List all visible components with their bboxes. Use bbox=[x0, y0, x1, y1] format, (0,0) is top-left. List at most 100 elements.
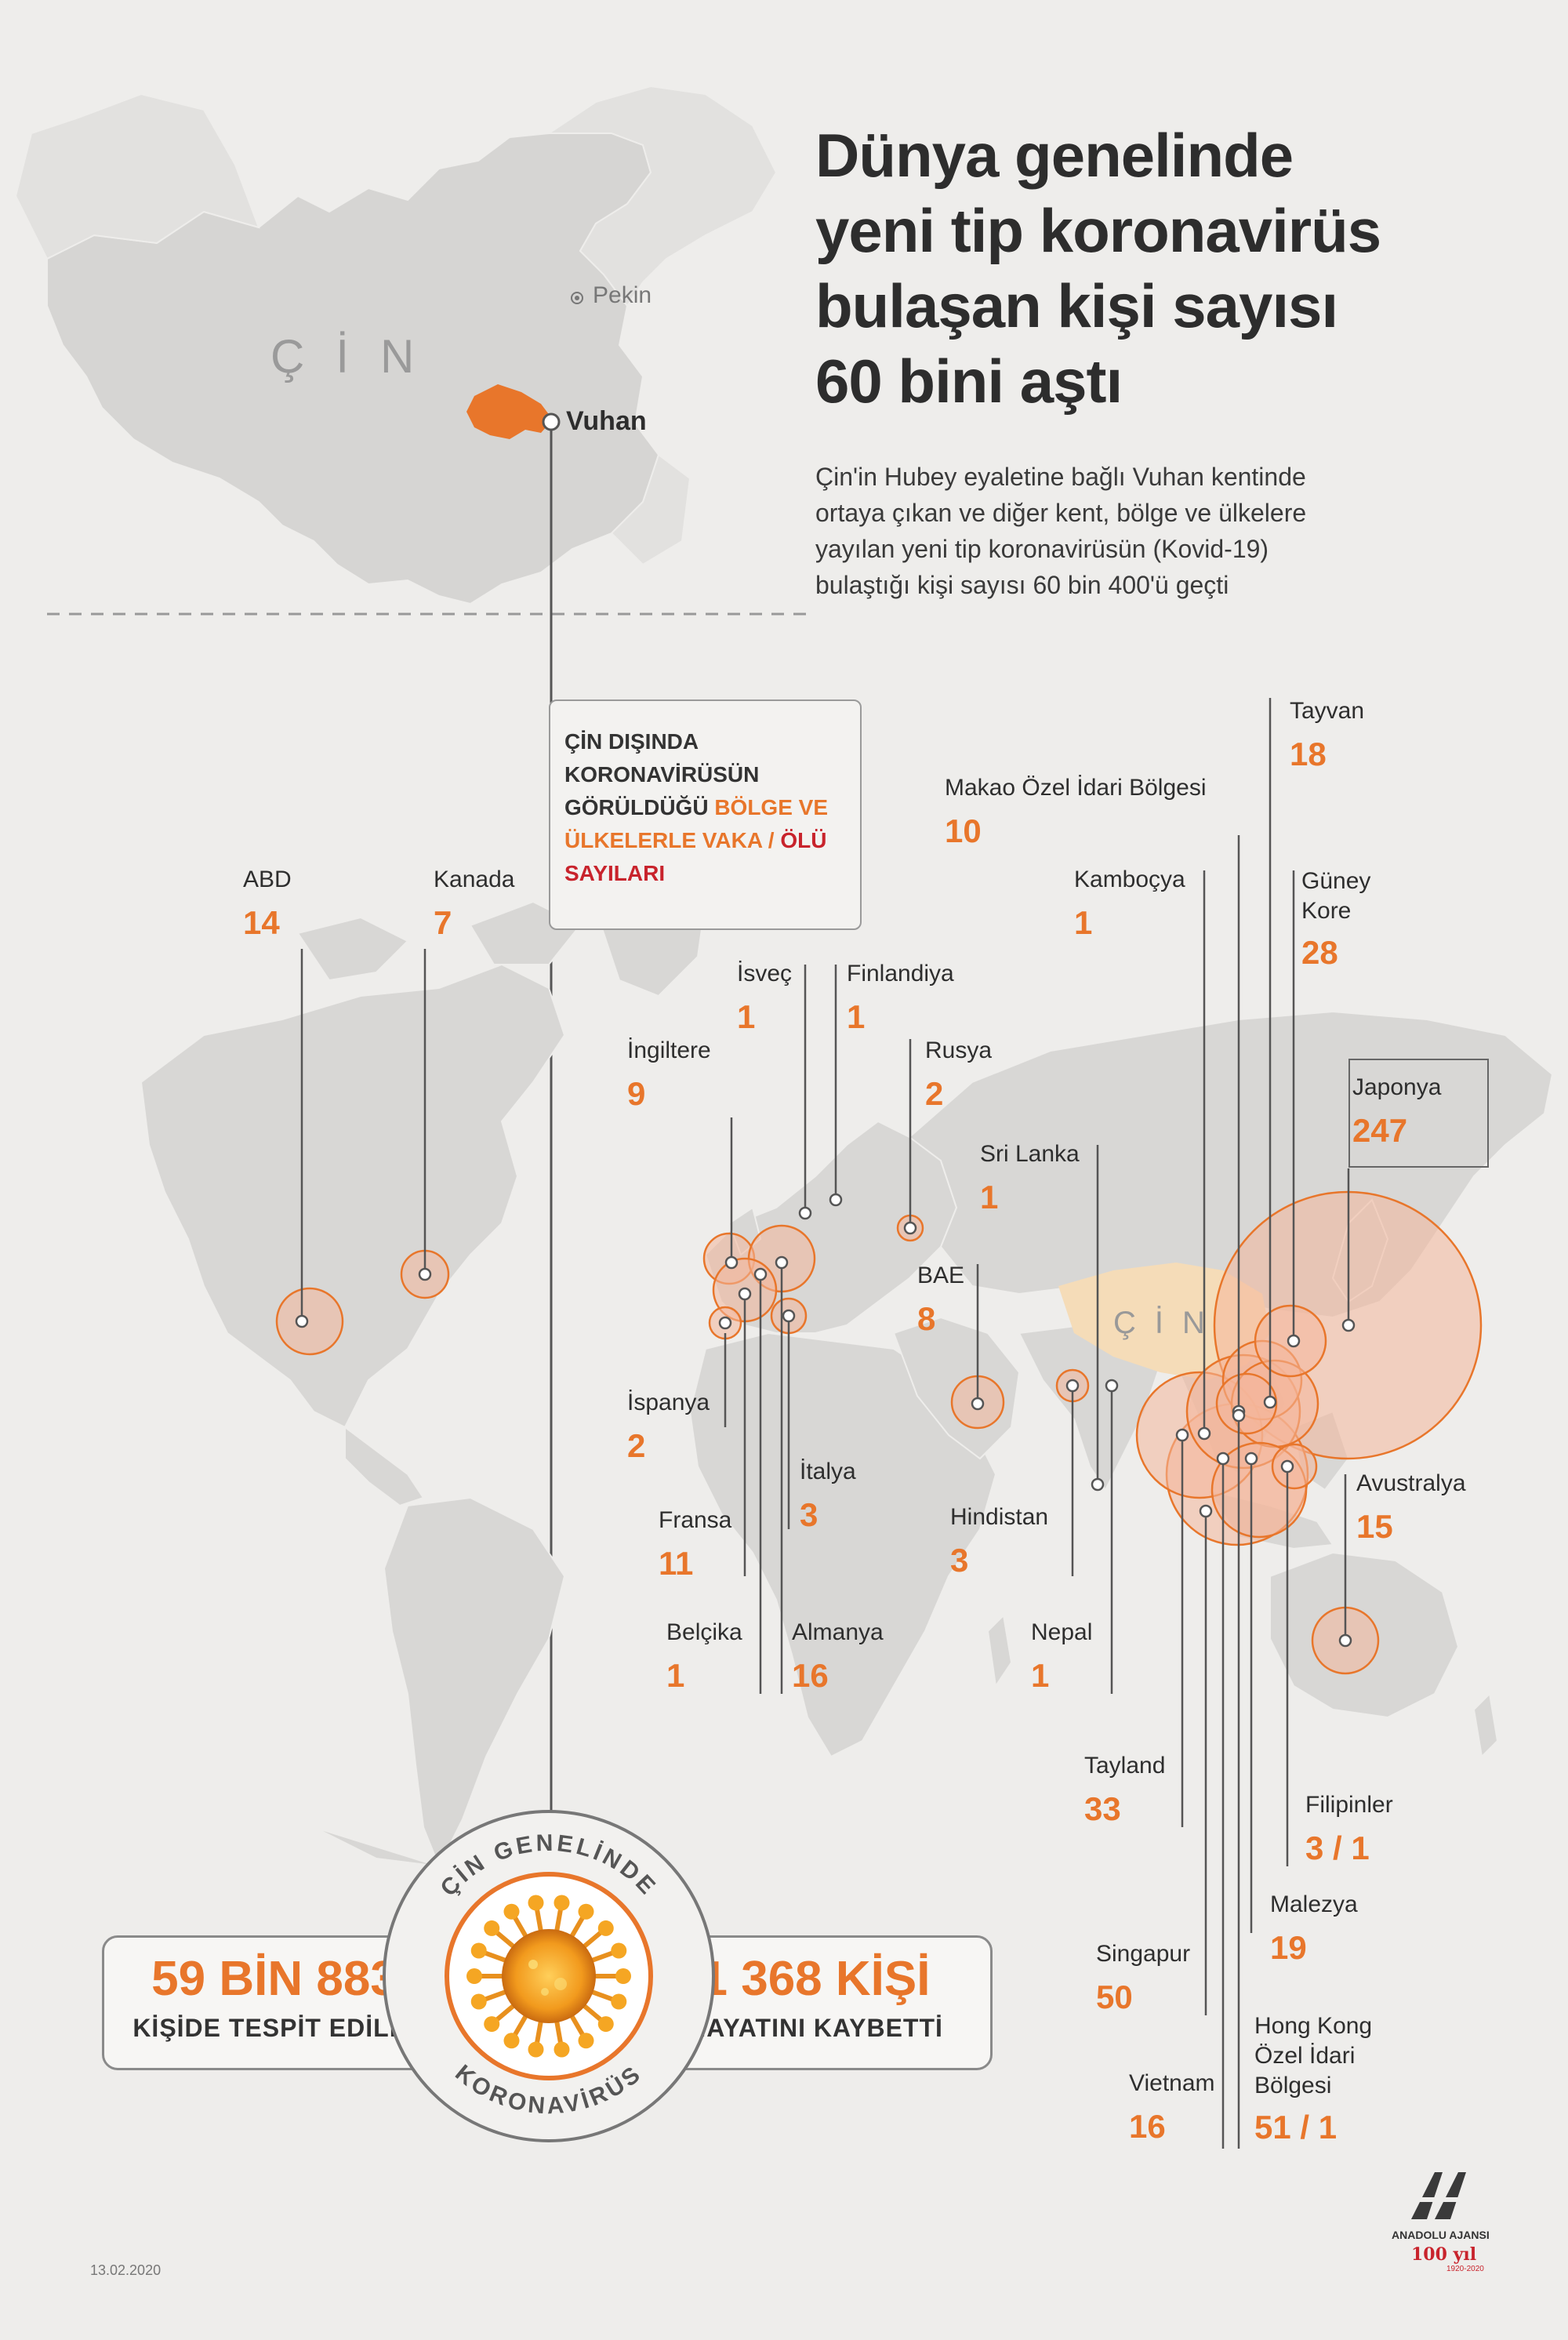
location-dot-malezya bbox=[1244, 1452, 1258, 1466]
country-name-avustralya: Avustralya bbox=[1356, 1470, 1466, 1496]
country-value-vietnam: 16 bbox=[1129, 2108, 1166, 2145]
country-value-hindistan: 3 bbox=[950, 1542, 969, 1579]
info-line: ÇİN DIŞINDA bbox=[564, 729, 699, 754]
country-name-almanya: Almanya bbox=[792, 1619, 884, 1645]
info-line: ÜLKELERLE VAKA / ÖLÜ bbox=[564, 824, 855, 857]
capital-label: Pekin bbox=[593, 282, 652, 308]
agency-name: ANADOLU AJANSI bbox=[1392, 2229, 1490, 2241]
anniversary-years: 1920-2020 bbox=[1446, 2265, 1484, 2273]
location-dot-hong-kong-özel-i-dari-bölgesi bbox=[1232, 1408, 1246, 1423]
location-dot-tayvan bbox=[1263, 1395, 1277, 1409]
location-dot-japonya bbox=[1341, 1318, 1356, 1332]
country-name-hindistan: Hindistan bbox=[950, 1504, 1049, 1530]
country-value-hong-kong-özel-i-dari-bölgesi: 51 / 1 bbox=[1254, 2109, 1338, 2146]
country-name-nepal: Nepal bbox=[1031, 1619, 1093, 1645]
location-dot-singapur bbox=[1199, 1504, 1213, 1518]
country-name-tayvan: Tayvan bbox=[1290, 698, 1365, 724]
china-world-label: ÇİN bbox=[1113, 1306, 1224, 1340]
virus-badge: ÇİN GENELİNDE KORONAVİRÜS bbox=[383, 1810, 715, 2142]
location-dot-fransa bbox=[738, 1287, 752, 1301]
location-dot-abd bbox=[295, 1314, 309, 1328]
country-name-bae: BAE bbox=[917, 1263, 965, 1288]
location-dot-vietnam bbox=[1216, 1452, 1230, 1466]
country-value-kanada: 7 bbox=[434, 904, 452, 941]
title-line: 60 bini aştı bbox=[815, 347, 1123, 416]
country-value-sri-lanka: 1 bbox=[980, 1179, 999, 1215]
country-name-fransa: Fransa bbox=[659, 1507, 732, 1533]
country-name-malezya: Malezya bbox=[1270, 1891, 1358, 1917]
location-dot-filipinler bbox=[1280, 1459, 1294, 1473]
country-value-i-ngiltere: 9 bbox=[627, 1075, 646, 1112]
country-name-belçika: Belçika bbox=[666, 1619, 742, 1645]
country-value-japonya: 247 bbox=[1352, 1112, 1408, 1149]
country-name-i-ngiltere: İngiltere bbox=[627, 1037, 711, 1063]
china-map-label: ÇİN bbox=[270, 330, 446, 383]
country-name-sri-lanka: Sri Lanka bbox=[980, 1141, 1080, 1167]
location-dot-kanada bbox=[418, 1267, 432, 1281]
country-value-avustralya: 15 bbox=[1356, 1508, 1393, 1545]
location-dot-tayland bbox=[1175, 1428, 1189, 1442]
country-value-almanya: 16 bbox=[792, 1657, 829, 1694]
country-value-makao-özel-i-dari-bölgesi: 10 bbox=[945, 812, 982, 849]
country-name-finlandiya: Finlandiya bbox=[847, 961, 954, 987]
info-text-plain: GÖRÜLDÜĞÜ bbox=[564, 795, 715, 819]
subtitle-line: ortaya çıkan ve diğer kent, bölge ve ülk… bbox=[815, 499, 1307, 527]
country-name-abd: ABD bbox=[243, 867, 292, 892]
country-name-hong-kong-özel-i-dari-bölgesi: Hong Kong Özel İdari Bölgesi bbox=[1254, 2013, 1373, 2098]
subtitle-line: bulaştığı kişi sayısı 60 bin 400'ü geçti bbox=[815, 571, 1229, 599]
country-value-belçika: 1 bbox=[666, 1657, 685, 1694]
location-dot-i-talya bbox=[782, 1309, 796, 1323]
country-value-filipinler: 3 / 1 bbox=[1305, 1829, 1370, 1866]
japonya-highlight-box bbox=[1348, 1059, 1489, 1168]
country-value-i-sveç: 1 bbox=[737, 998, 756, 1035]
country-name-i-sveç: İsveç bbox=[737, 961, 793, 987]
aa-logo-icon bbox=[1411, 2172, 1466, 2219]
country-name-i-spanya: İspanya bbox=[627, 1390, 710, 1415]
date-label: 13.02.2020 bbox=[90, 2262, 162, 2278]
info-text-highlight: BÖLGE VE bbox=[714, 795, 829, 819]
country-value-tayvan: 18 bbox=[1290, 736, 1327, 772]
title-line: bulaşan kişi sayısı bbox=[815, 271, 1338, 340]
country-name-güney-kore: Güney Kore bbox=[1301, 868, 1371, 924]
subtitle-line: Çin'in Hubey eyaletine bağlı Vuhan kenti… bbox=[815, 463, 1306, 491]
location-dot-kamboçya bbox=[1197, 1426, 1211, 1441]
location-dot-güney-kore bbox=[1287, 1334, 1301, 1348]
title-line: Dünya genelinde bbox=[815, 121, 1294, 190]
country-value-tayland: 33 bbox=[1084, 1790, 1121, 1827]
country-name-tayland: Tayland bbox=[1084, 1753, 1166, 1779]
location-dot-sri-lanka bbox=[1091, 1477, 1105, 1492]
country-name-filipinler: Filipinler bbox=[1305, 1792, 1393, 1818]
location-dot-finlandiya bbox=[829, 1193, 843, 1207]
country-value-fransa: 11 bbox=[659, 1545, 694, 1582]
china-detail-map bbox=[14, 85, 778, 605]
location-dot-rusya bbox=[903, 1221, 917, 1235]
country-name-singapur: Singapur bbox=[1096, 1941, 1191, 1967]
cases-value: 59 BİN 883 bbox=[151, 1952, 397, 2006]
location-dot-i-spanya bbox=[718, 1316, 732, 1330]
subtitle: Çin'in Hubey eyaletine bağlı Vuhan kenti… bbox=[815, 459, 1521, 603]
cases-caption: KİŞİDE TESPİT EDİLDİ bbox=[132, 2014, 416, 2042]
location-dot-i-sveç bbox=[798, 1206, 812, 1220]
country-name-kamboçya: Kamboçya bbox=[1074, 867, 1185, 892]
info-text: ÇİN DIŞINDA KORONAVİRÜSÜN GÖRÜLDÜĞÜ BÖLG… bbox=[564, 725, 855, 890]
anniversary-mark: 100 yıl bbox=[1411, 2244, 1477, 2265]
country-name-makao-özel-i-dari-bölgesi: Makao Özel İdari Bölgesi bbox=[945, 775, 1207, 801]
country-name-rusya: Rusya bbox=[925, 1037, 993, 1063]
virus-icon bbox=[466, 1895, 631, 2058]
location-dot-nepal bbox=[1105, 1379, 1119, 1393]
country-name-japonya: Japonya bbox=[1352, 1074, 1442, 1100]
location-dot-bae bbox=[971, 1397, 985, 1411]
info-box bbox=[549, 699, 862, 930]
country-name-kanada: Kanada bbox=[434, 867, 515, 892]
country-value-i-talya: 3 bbox=[800, 1496, 818, 1533]
bubble-abd bbox=[275, 1287, 344, 1356]
location-dot-hindistan bbox=[1065, 1379, 1080, 1393]
country-name-i-talya: İtalya bbox=[800, 1459, 856, 1484]
deaths-value: 1 368 KİŞİ bbox=[700, 1952, 931, 2006]
country-value-nepal: 1 bbox=[1031, 1657, 1050, 1694]
outbreak-city-label: Vuhan bbox=[566, 406, 647, 436]
location-dot-almanya bbox=[775, 1255, 789, 1270]
subtitle-line: yayılan yeni tip koronavirüsün (Kovid-19… bbox=[815, 535, 1269, 563]
